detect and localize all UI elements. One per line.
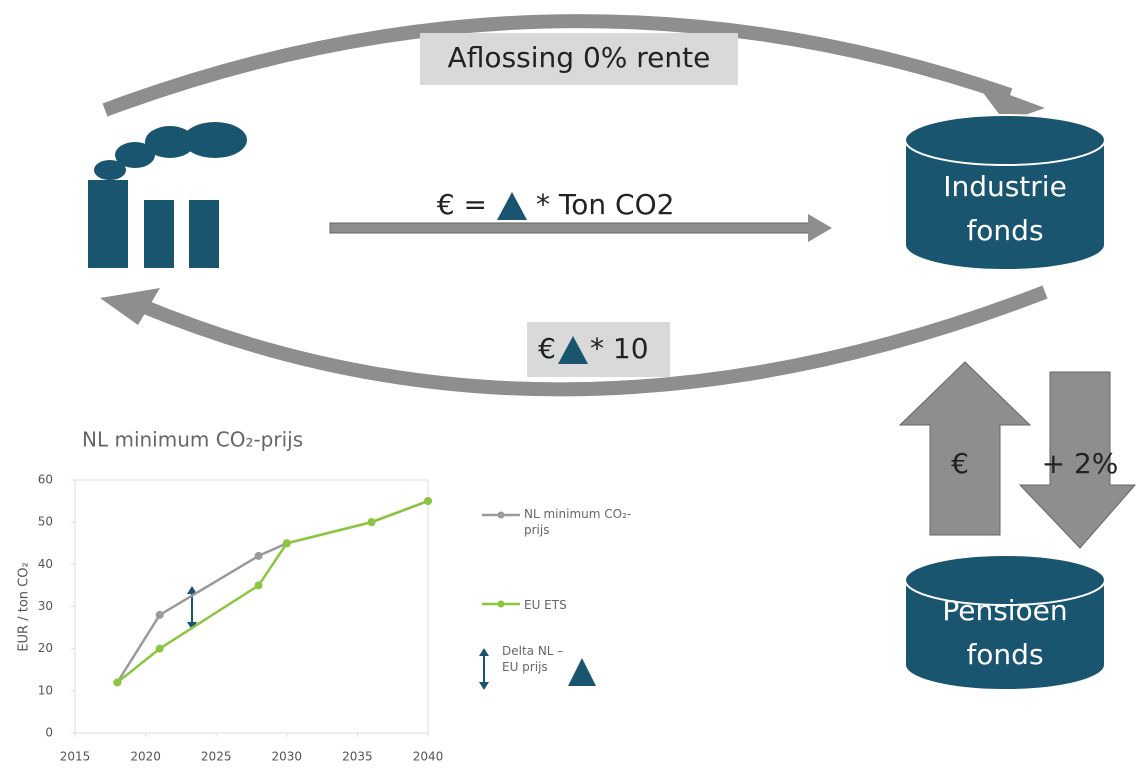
cylinder-label: fonds xyxy=(966,638,1043,671)
chart-title: NL minimum CO₂-prijs xyxy=(82,428,303,452)
y-tick-label: 0 xyxy=(45,726,53,740)
y-tick-label: 50 xyxy=(38,515,53,529)
arrow-head xyxy=(975,82,1045,122)
x-tick-label: 2020 xyxy=(130,750,161,764)
plot-frame xyxy=(74,479,429,734)
label-box xyxy=(527,322,670,377)
pensioen-cylinder xyxy=(904,554,1106,691)
y-axis-label: EUR / ton CO₂ xyxy=(17,562,32,651)
legend-entry: EU ETS xyxy=(524,598,567,612)
bottom-arc xyxy=(137,285,1048,397)
y-tick-label: 40 xyxy=(38,557,53,571)
legend-entry: NL minimum CO₂-prijs xyxy=(524,507,632,537)
cylinder-label: Pensioen xyxy=(942,594,1067,627)
legend-marker xyxy=(497,511,505,519)
middle-arrow xyxy=(329,222,811,234)
factory-icon xyxy=(88,122,247,268)
arrow-head xyxy=(187,622,197,630)
data-point xyxy=(367,518,376,527)
cylinder-label: fonds xyxy=(966,214,1043,247)
arrow-head xyxy=(187,586,197,594)
data-point xyxy=(282,539,291,548)
x-tick-label: 2015 xyxy=(60,750,91,764)
top-arc xyxy=(102,14,1013,117)
triangle-icon xyxy=(497,192,527,220)
y-tick-label: 30 xyxy=(38,599,53,613)
arrow-head xyxy=(479,682,489,690)
bottom-label: * 10 xyxy=(590,332,649,365)
industrie-cylinder xyxy=(904,114,1106,271)
triangle-icon xyxy=(558,336,588,364)
bottom-label: € xyxy=(538,332,556,365)
x-tick-label: 2035 xyxy=(342,750,373,764)
triangle-icon xyxy=(568,658,596,686)
arrow-head xyxy=(100,288,160,325)
series-line xyxy=(116,499,429,684)
data-point xyxy=(155,610,164,619)
chart: NL minimum CO₂-prijs EUR / ton CO₂ 0 10 20… xyxy=(17,428,596,764)
data-point xyxy=(254,581,263,590)
y-tick-label: 20 xyxy=(38,641,53,655)
data-point xyxy=(424,497,432,506)
x-tick-label: 2025 xyxy=(201,750,232,764)
legend-marker xyxy=(497,600,505,608)
middle-label: * Ton CO2 xyxy=(536,188,674,221)
up-arrow xyxy=(898,361,1032,536)
y-tick-label: 10 xyxy=(38,683,53,697)
series-line xyxy=(116,499,429,684)
legend-entry: Delta NL – EU prijs xyxy=(502,644,564,674)
arrow-head xyxy=(808,214,832,242)
x-tick-label: 2030 xyxy=(272,750,303,764)
label-box xyxy=(420,33,738,85)
data-point xyxy=(254,551,263,560)
arrow-label: € xyxy=(951,447,969,480)
x-tick-label: 2040 xyxy=(413,750,444,764)
data-point xyxy=(113,678,122,687)
down-arrow xyxy=(1018,371,1137,549)
y-tick-label: 60 xyxy=(38,473,53,487)
arrow-label: + 2% xyxy=(1042,447,1119,480)
cylinder-label: Industrie xyxy=(943,170,1067,203)
arrow-head xyxy=(479,648,489,656)
data-point xyxy=(155,644,164,653)
top-label: Aflossing 0% rente xyxy=(448,41,711,74)
middle-label: € = xyxy=(437,188,487,221)
